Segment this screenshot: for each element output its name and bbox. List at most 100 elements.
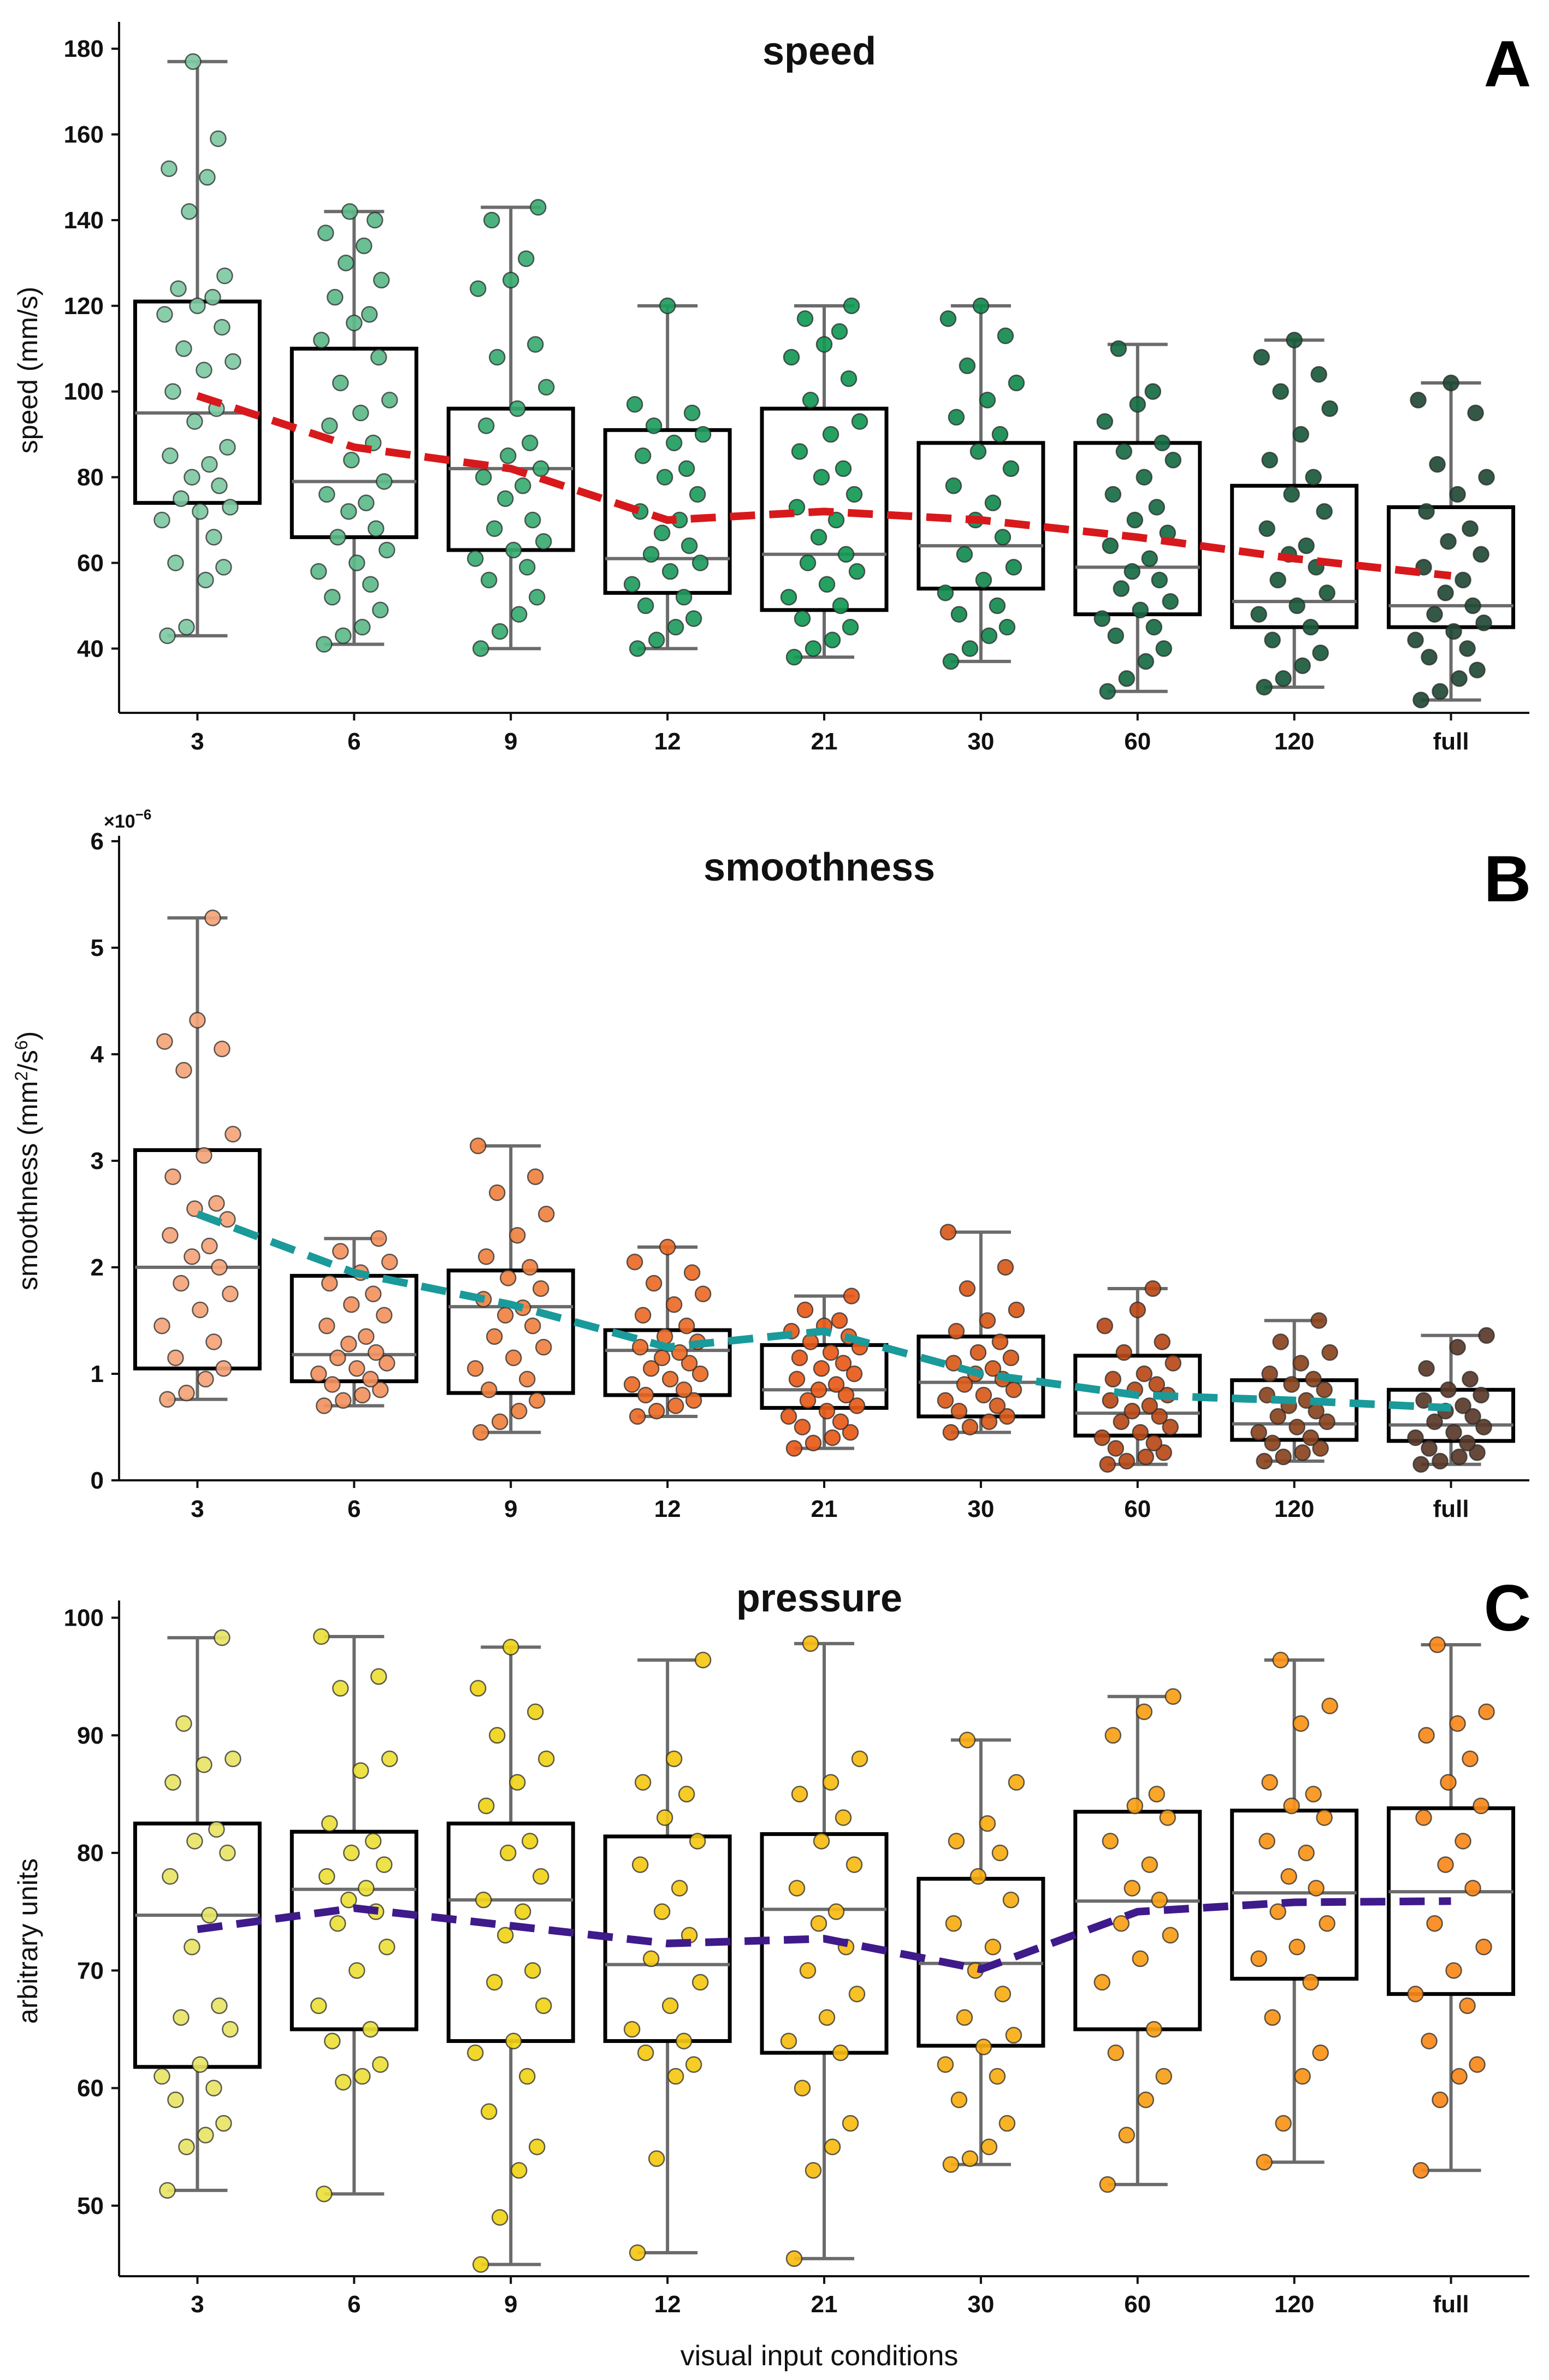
data-point — [1432, 683, 1449, 700]
data-point — [631, 1856, 649, 1873]
data-point — [356, 237, 373, 255]
data-point — [1464, 597, 1481, 615]
data-point — [842, 1424, 859, 1441]
data-point — [379, 541, 395, 559]
data-point — [689, 1833, 706, 1850]
box-12 — [603, 1658, 732, 2254]
data-point — [805, 2162, 822, 2179]
data-point — [192, 503, 209, 520]
data-point — [1418, 1360, 1435, 1377]
data-point — [1137, 2091, 1155, 2109]
data-point — [648, 2150, 665, 2167]
data-point — [222, 2021, 239, 2038]
data-point — [994, 1986, 1012, 2003]
data-point — [975, 2038, 992, 2056]
data-point — [848, 1986, 866, 2003]
x-tick-label: 60 — [1124, 1496, 1151, 1522]
data-point — [694, 1285, 712, 1302]
data-point — [509, 1227, 526, 1244]
data-point — [488, 349, 506, 366]
data-point — [524, 1962, 541, 1979]
data-point — [1440, 533, 1457, 550]
data-point — [837, 1386, 855, 1404]
data-point — [1104, 1371, 1122, 1387]
data-point — [1136, 1365, 1153, 1383]
data-point — [656, 1809, 673, 1826]
data-point — [358, 1328, 375, 1345]
data-point — [502, 271, 519, 289]
x-tick-label: full — [1433, 728, 1469, 755]
data-point — [1005, 559, 1022, 576]
data-point — [642, 546, 660, 563]
data-point — [1250, 606, 1267, 623]
data-point — [1250, 1950, 1267, 1968]
data-point — [1445, 1962, 1462, 1979]
data-point — [316, 1397, 333, 1414]
data-point — [681, 537, 698, 554]
data-point — [1126, 511, 1144, 529]
x-tick-label: 9 — [504, 728, 517, 755]
data-point — [842, 618, 859, 636]
data-point — [1310, 1312, 1327, 1329]
data-point — [1002, 1891, 1020, 1909]
data-point — [1462, 1750, 1479, 1768]
data-point — [626, 1254, 643, 1271]
data-point — [998, 1408, 1016, 1425]
y-axis-label: arbitrary units — [13, 1858, 43, 2024]
data-point — [818, 576, 836, 593]
x-tick-label: 3 — [191, 2291, 204, 2318]
data-point — [162, 1227, 179, 1244]
data-point — [332, 1243, 349, 1260]
data-point — [1316, 1809, 1333, 1826]
x-tick-label: 12 — [654, 1496, 681, 1522]
data-point — [527, 1168, 544, 1185]
data-point — [496, 490, 514, 507]
y-tick-label: 100 — [64, 1605, 104, 1632]
data-point — [794, 610, 811, 627]
data-point — [994, 529, 1012, 546]
y-tick-label: 2 — [91, 1254, 104, 1281]
data-point — [799, 1392, 817, 1409]
data-point — [1475, 1419, 1492, 1436]
data-point — [1321, 400, 1338, 417]
data-point — [358, 1880, 375, 1897]
data-point — [159, 2182, 176, 2199]
data-point — [1298, 1844, 1315, 1862]
data-point — [1099, 683, 1116, 700]
data-point — [791, 443, 808, 460]
data-point — [365, 1285, 382, 1302]
data-point — [352, 404, 369, 422]
data-point — [161, 160, 178, 178]
data-point — [815, 336, 833, 353]
data-point — [524, 511, 541, 529]
data-point — [1253, 349, 1270, 366]
data-point — [317, 225, 334, 241]
data-point — [1132, 1950, 1149, 1968]
data-point — [997, 327, 1014, 344]
data-point — [984, 1939, 1002, 1956]
data-point — [192, 1301, 209, 1319]
data-point — [785, 1440, 803, 1457]
data-point — [1415, 1809, 1432, 1826]
data-point — [623, 1376, 641, 1393]
data-point — [661, 563, 679, 580]
panel-letter: B — [1484, 842, 1532, 916]
data-point — [656, 469, 673, 486]
box-iqr — [917, 441, 1045, 591]
box-iqr — [917, 1334, 1045, 1419]
data-point — [208, 1195, 225, 1212]
data-point — [483, 211, 500, 229]
data-point — [827, 511, 845, 529]
data-point — [475, 1891, 492, 1909]
data-point — [1102, 1392, 1119, 1409]
data-point — [980, 1413, 998, 1430]
y-axis-label-part: 2 — [11, 1071, 31, 1081]
data-point — [629, 2244, 646, 2261]
data-point — [178, 618, 195, 636]
data-point — [486, 1328, 503, 1345]
data-point — [186, 1833, 203, 1850]
data-point — [1107, 1440, 1125, 1457]
data-point — [208, 1821, 225, 1838]
x-tick-label: 9 — [504, 2291, 517, 2318]
